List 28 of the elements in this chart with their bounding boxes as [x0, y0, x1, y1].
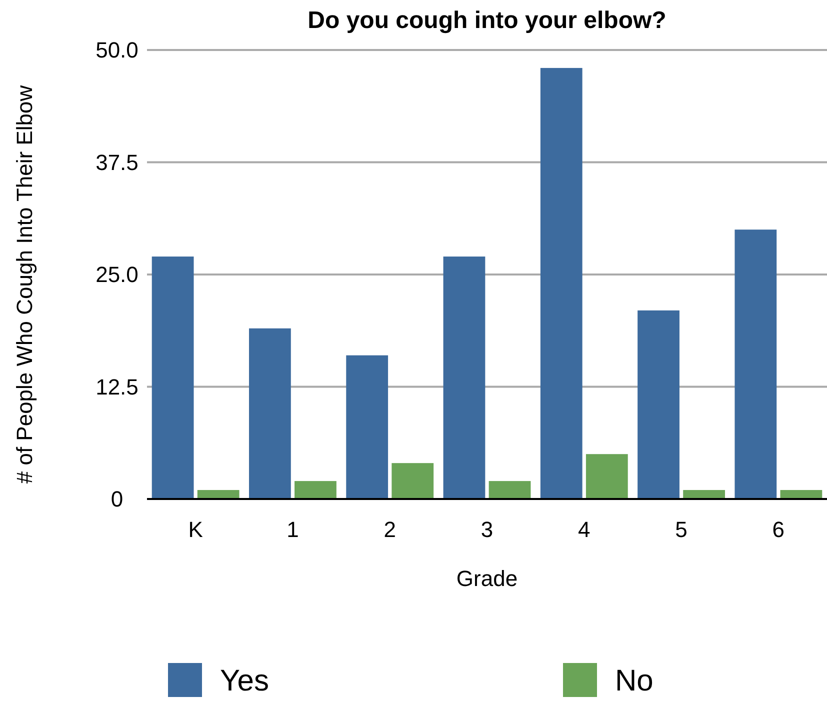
y-tick-label: 0 — [110, 486, 124, 512]
x-tick-label: 1 — [286, 517, 299, 542]
y-tick-label: 37.5 — [96, 150, 138, 175]
legend-label: No — [615, 664, 654, 698]
x-tick-label: 2 — [384, 517, 396, 542]
bar — [638, 310, 680, 499]
bar — [734, 230, 777, 499]
y-axis-title: # of People Who Cough Into Their Elbow — [12, 85, 37, 484]
bar — [392, 463, 434, 499]
bar — [152, 256, 194, 499]
bar — [586, 454, 628, 499]
bar — [488, 481, 531, 499]
y-tick-label: 50.0 — [96, 38, 138, 63]
bar — [443, 256, 486, 499]
bar — [540, 68, 582, 499]
bar — [346, 355, 388, 499]
x-tick-label: 3 — [480, 517, 494, 542]
y-tick-label: 25.0 — [96, 262, 138, 288]
bar — [294, 481, 336, 499]
chart-title: Do you cough into your elbow? — [308, 7, 666, 34]
x-tick-label: 6 — [772, 517, 785, 542]
x-tick-label: 5 — [675, 517, 688, 542]
legend-label: Yes — [220, 664, 269, 698]
bar — [249, 328, 291, 499]
x-axis-title: Grade — [456, 566, 518, 591]
x-tick-label: 4 — [578, 517, 590, 542]
y-tick-label: 12.5 — [96, 374, 138, 400]
x-tick-label: K — [188, 517, 204, 542]
